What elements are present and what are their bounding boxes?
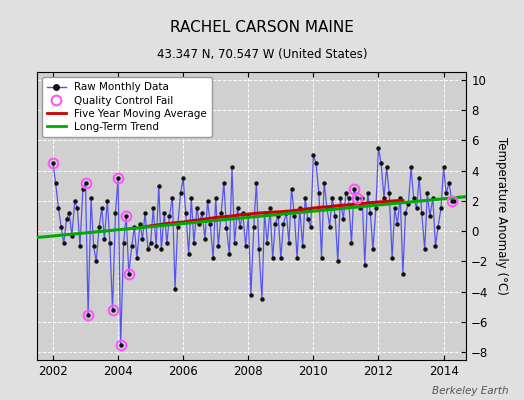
Text: 43.347 N, 70.547 W (United States): 43.347 N, 70.547 W (United States) xyxy=(157,48,367,61)
Text: Berkeley Earth: Berkeley Earth xyxy=(432,386,508,396)
Y-axis label: Temperature Anomaly (°C): Temperature Anomaly (°C) xyxy=(495,137,508,295)
Text: RACHEL CARSON MAINE: RACHEL CARSON MAINE xyxy=(170,20,354,35)
Legend: Raw Monthly Data, Quality Control Fail, Five Year Moving Average, Long-Term Tren: Raw Monthly Data, Quality Control Fail, … xyxy=(42,77,212,137)
